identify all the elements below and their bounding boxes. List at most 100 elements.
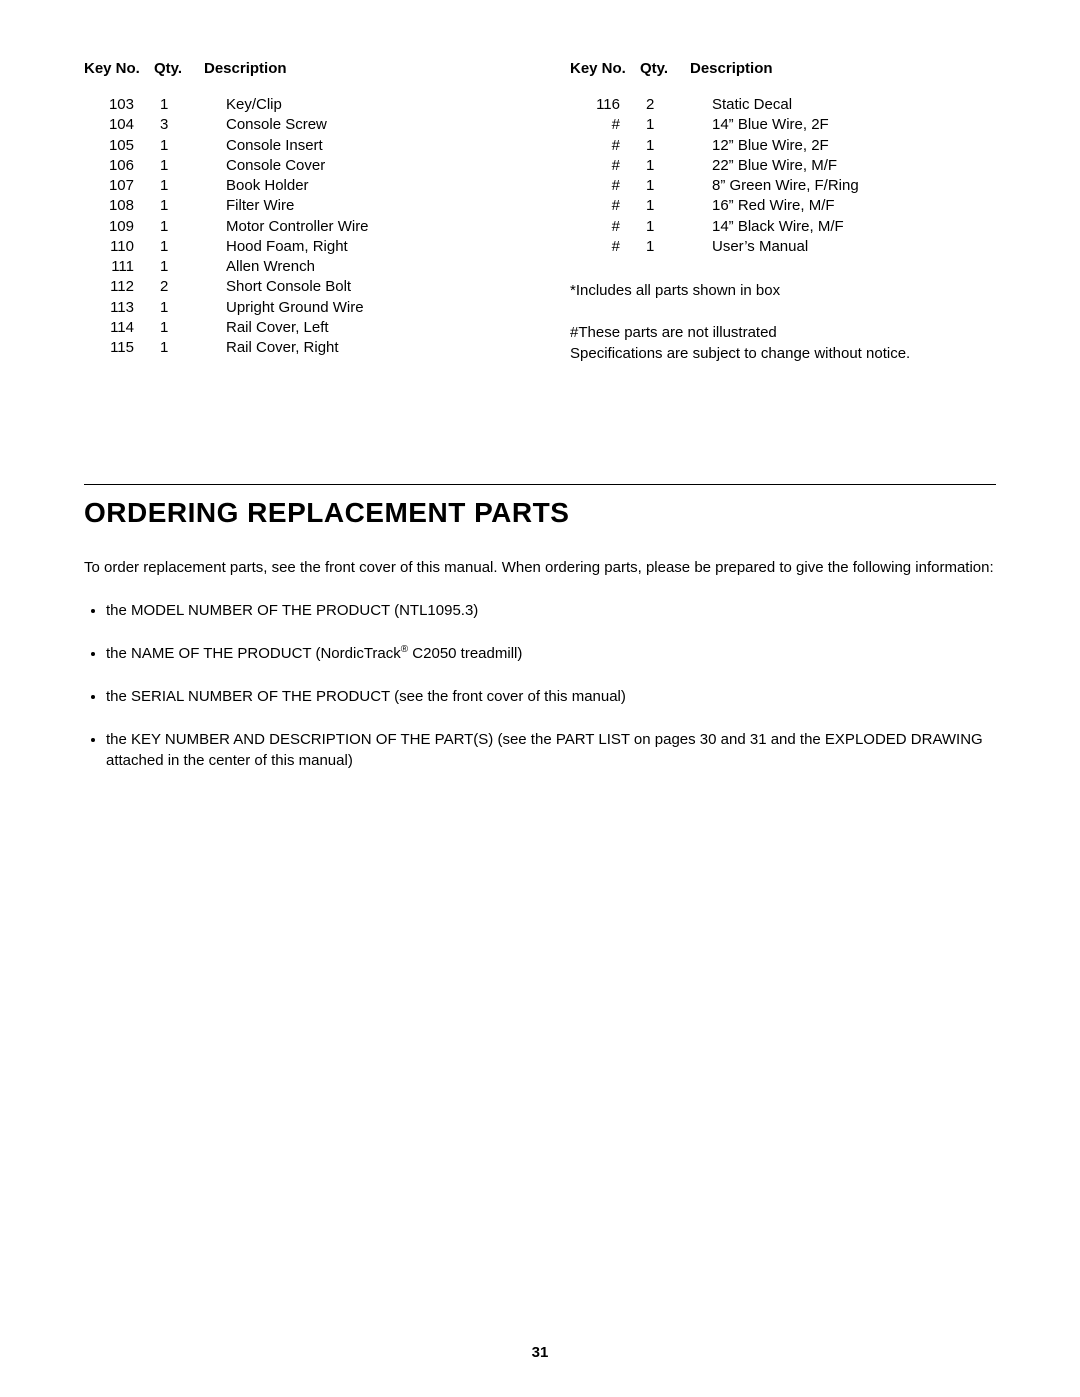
section-intro: To order replacement parts, see the fron… <box>84 557 996 578</box>
cell-key: # <box>570 217 640 237</box>
cell-desc: Filter Wire <box>204 196 510 216</box>
cell-desc: Console Cover <box>204 156 510 176</box>
cell-qty: 1 <box>640 176 690 196</box>
table-row: 1122Short Console Bolt <box>84 277 510 297</box>
cell-key: 113 <box>84 298 154 318</box>
cell-key: # <box>570 196 640 216</box>
cell-qty: 1 <box>154 217 204 237</box>
cell-qty: 1 <box>640 115 690 135</box>
cell-desc: Rail Cover, Right <box>204 338 510 358</box>
cell-qty: 1 <box>154 298 204 318</box>
registered-mark: ® <box>401 644 408 655</box>
note-not-illustrated: #These parts are not illustrated Specifi… <box>570 323 996 364</box>
list-item: the NAME OF THE PRODUCT (NordicTrack® C2… <box>106 643 996 664</box>
cell-desc: Book Holder <box>204 176 510 196</box>
table-row: 1031Key/Clip <box>84 95 510 115</box>
cell-desc: Key/Clip <box>204 95 510 115</box>
cell-key: # <box>570 136 640 156</box>
cell-key: # <box>570 237 640 257</box>
cell-desc: Short Console Bolt <box>204 277 510 297</box>
ordering-bullets: the MODEL NUMBER OF THE PRODUCT (NTL1095… <box>84 600 996 771</box>
table-row: #1User’s Manual <box>570 237 996 257</box>
cell-key: 108 <box>84 196 154 216</box>
table-row: 1151Rail Cover, Right <box>84 338 510 358</box>
section-rule <box>84 484 996 485</box>
note-hash: #These parts are not illustrated <box>570 324 777 341</box>
header-key: Key No. <box>570 60 640 77</box>
cell-qty: 1 <box>154 338 204 358</box>
cell-qty: 1 <box>154 176 204 196</box>
table-row: #114” Black Wire, M/F <box>570 217 996 237</box>
list-item: the KEY NUMBER AND DESCRIPTION OF THE PA… <box>106 729 996 771</box>
cell-qty: 1 <box>154 156 204 176</box>
table-row: #122” Blue Wire, M/F <box>570 156 996 176</box>
table-row: 1111Allen Wrench <box>84 257 510 277</box>
cell-key: 111 <box>84 257 154 277</box>
cell-desc: Static Decal <box>690 95 996 115</box>
parts-notes: *Includes all parts shown in box #These … <box>570 281 996 364</box>
cell-key: 107 <box>84 176 154 196</box>
cell-desc: Rail Cover, Left <box>204 318 510 338</box>
cell-desc: User’s Manual <box>690 237 996 257</box>
table-row: 1071Book Holder <box>84 176 510 196</box>
cell-key: 106 <box>84 156 154 176</box>
parts-columns: Key No. Qty. Description 1031Key/Clip104… <box>84 60 996 364</box>
cell-key: 104 <box>84 115 154 135</box>
cell-desc: Console Insert <box>204 136 510 156</box>
table-row: 1043Console Screw <box>84 115 510 135</box>
table-row: 1081Filter Wire <box>84 196 510 216</box>
cell-qty: 1 <box>640 136 690 156</box>
cell-qty: 1 <box>640 156 690 176</box>
table-row: #18” Green Wire, F/Ring <box>570 176 996 196</box>
cell-desc: 8” Green Wire, F/Ring <box>690 176 996 196</box>
table-row: #112” Blue Wire, 2F <box>570 136 996 156</box>
list-item: the MODEL NUMBER OF THE PRODUCT (NTL1095… <box>106 600 996 621</box>
parts-rows-left: 1031Key/Clip1043Console Screw1051Console… <box>84 95 510 358</box>
parts-header-right: Key No. Qty. Description <box>570 60 996 77</box>
cell-key: # <box>570 176 640 196</box>
header-desc: Description <box>690 60 996 77</box>
cell-desc: Hood Foam, Right <box>204 237 510 257</box>
cell-key: 103 <box>84 95 154 115</box>
header-qty: Qty. <box>154 60 204 77</box>
cell-key: 110 <box>84 237 154 257</box>
parts-header-left: Key No. Qty. Description <box>84 60 510 77</box>
cell-desc: Allen Wrench <box>204 257 510 277</box>
list-item: the SERIAL NUMBER OF THE PRODUCT (see th… <box>106 686 996 707</box>
header-key: Key No. <box>84 60 154 77</box>
cell-desc: Motor Controller Wire <box>204 217 510 237</box>
parts-column-right: Key No. Qty. Description 1162Static Deca… <box>570 60 996 364</box>
header-qty: Qty. <box>640 60 690 77</box>
cell-desc: Console Screw <box>204 115 510 135</box>
table-row: 1141Rail Cover, Left <box>84 318 510 338</box>
cell-key: 112 <box>84 277 154 297</box>
parts-rows-right: 1162Static Decal#114” Blue Wire, 2F#112”… <box>570 95 996 257</box>
parts-column-left: Key No. Qty. Description 1031Key/Clip104… <box>84 60 510 364</box>
cell-qty: 1 <box>154 318 204 338</box>
table-row: 1061Console Cover <box>84 156 510 176</box>
cell-qty: 1 <box>154 95 204 115</box>
table-row: 1051Console Insert <box>84 136 510 156</box>
cell-key: 109 <box>84 217 154 237</box>
cell-qty: 1 <box>154 237 204 257</box>
cell-key: 115 <box>84 338 154 358</box>
cell-desc: 22” Blue Wire, M/F <box>690 156 996 176</box>
table-row: #116” Red Wire, M/F <box>570 196 996 216</box>
cell-qty: 1 <box>640 196 690 216</box>
cell-qty: 1 <box>640 237 690 257</box>
page-number: 31 <box>0 1344 1080 1361</box>
cell-qty: 2 <box>154 277 204 297</box>
cell-desc: 14” Blue Wire, 2F <box>690 115 996 135</box>
cell-qty: 1 <box>154 196 204 216</box>
table-row: 1162Static Decal <box>570 95 996 115</box>
cell-qty: 1 <box>640 217 690 237</box>
cell-key: 116 <box>570 95 640 115</box>
cell-key: 105 <box>84 136 154 156</box>
cell-key: # <box>570 115 640 135</box>
table-row: 1131Upright Ground Wire <box>84 298 510 318</box>
table-row: 1091Motor Controller Wire <box>84 217 510 237</box>
table-row: 1101Hood Foam, Right <box>84 237 510 257</box>
section-title: ORDERING REPLACEMENT PARTS <box>84 497 996 529</box>
cell-desc: Upright Ground Wire <box>204 298 510 318</box>
cell-qty: 2 <box>640 95 690 115</box>
